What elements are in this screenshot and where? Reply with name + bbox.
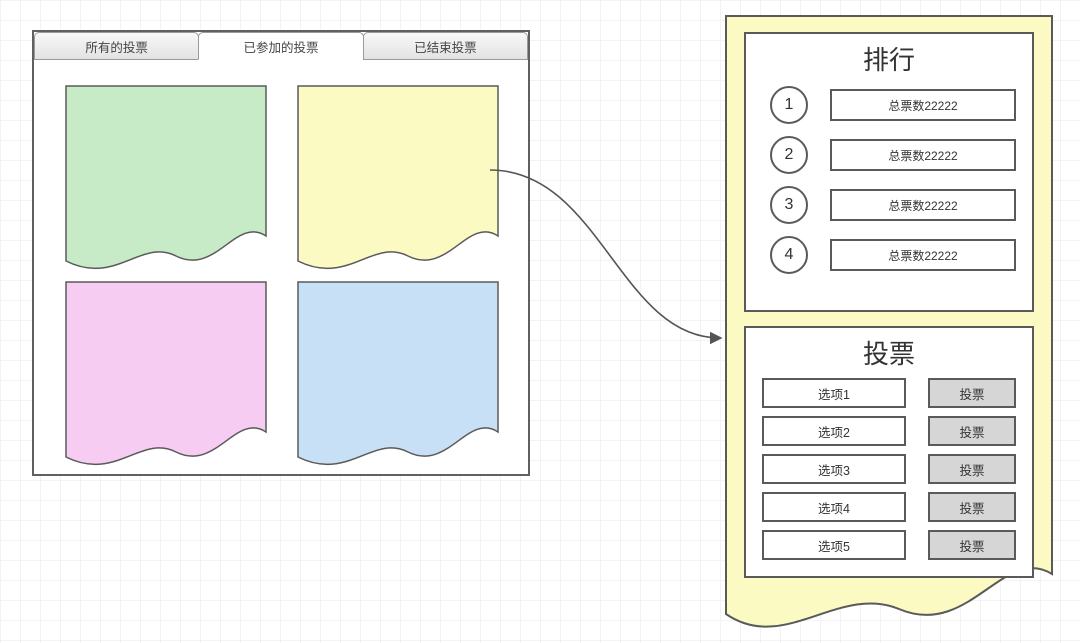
vote-row: 选项3 投票: [762, 455, 1016, 483]
vote-option[interactable]: 选项4: [762, 492, 906, 522]
vote-button[interactable]: 投票: [928, 454, 1016, 484]
vote-button[interactable]: 投票: [928, 492, 1016, 522]
rank-badge: 3: [770, 186, 808, 224]
vote-option[interactable]: 选项1: [762, 378, 906, 408]
vote-button[interactable]: 投票: [928, 416, 1016, 446]
tab-label: 所有的投票: [85, 37, 148, 56]
rank-badge: 1: [770, 86, 808, 124]
poll-tile[interactable]: [298, 282, 498, 464]
ranking-row: 3 总票数22222: [770, 185, 1016, 225]
tab-all-polls[interactable]: 所有的投票: [34, 32, 199, 60]
tab-ended-polls[interactable]: 已结束投票: [363, 32, 528, 60]
vote-section: 投票 选项1 投票 选项2 投票 选项3 投票 选项4 投票 选项5 投票: [744, 326, 1034, 578]
rank-label: 总票数22222: [830, 239, 1016, 271]
vote-button[interactable]: 投票: [928, 378, 1016, 408]
poll-tiles-svg: [34, 60, 528, 474]
poll-list-panel: 所有的投票 已参加的投票 已结束投票: [32, 30, 530, 476]
ranking-row: 2 总票数22222: [770, 135, 1016, 175]
tab-label: 已参加的投票: [243, 37, 318, 56]
ranking-section: 排行 1 总票数22222 2 总票数22222 3 总票数22222 4 总票…: [744, 32, 1034, 312]
ranking-title: 排行: [746, 40, 1032, 77]
vote-row: 选项5 投票: [762, 531, 1016, 559]
vote-row: 选项4 投票: [762, 493, 1016, 521]
ranking-row: 1 总票数22222: [770, 85, 1016, 125]
vote-button[interactable]: 投票: [928, 530, 1016, 560]
tab-bar: 所有的投票 已参加的投票 已结束投票: [34, 32, 528, 60]
vote-title: 投票: [746, 334, 1032, 371]
ranking-row: 4 总票数22222: [770, 235, 1016, 275]
tab-label: 已结束投票: [414, 37, 477, 56]
vote-option[interactable]: 选项5: [762, 530, 906, 560]
rank-badge: 4: [770, 236, 808, 274]
rank-label: 总票数22222: [830, 89, 1016, 121]
rank-label: 总票数22222: [830, 189, 1016, 221]
vote-row: 选项1 投票: [762, 379, 1016, 407]
poll-tile[interactable]: [66, 86, 266, 268]
poll-detail-panel: 排行 1 总票数22222 2 总票数22222 3 总票数22222 4 总票…: [724, 14, 1054, 632]
vote-option[interactable]: 选项2: [762, 416, 906, 446]
rank-label: 总票数22222: [830, 139, 1016, 171]
vote-option[interactable]: 选项3: [762, 454, 906, 484]
rank-badge: 2: [770, 136, 808, 174]
poll-tile[interactable]: [66, 282, 266, 464]
tab-joined-polls[interactable]: 已参加的投票: [198, 32, 363, 60]
poll-tile[interactable]: [298, 86, 498, 268]
vote-row: 选项2 投票: [762, 417, 1016, 445]
